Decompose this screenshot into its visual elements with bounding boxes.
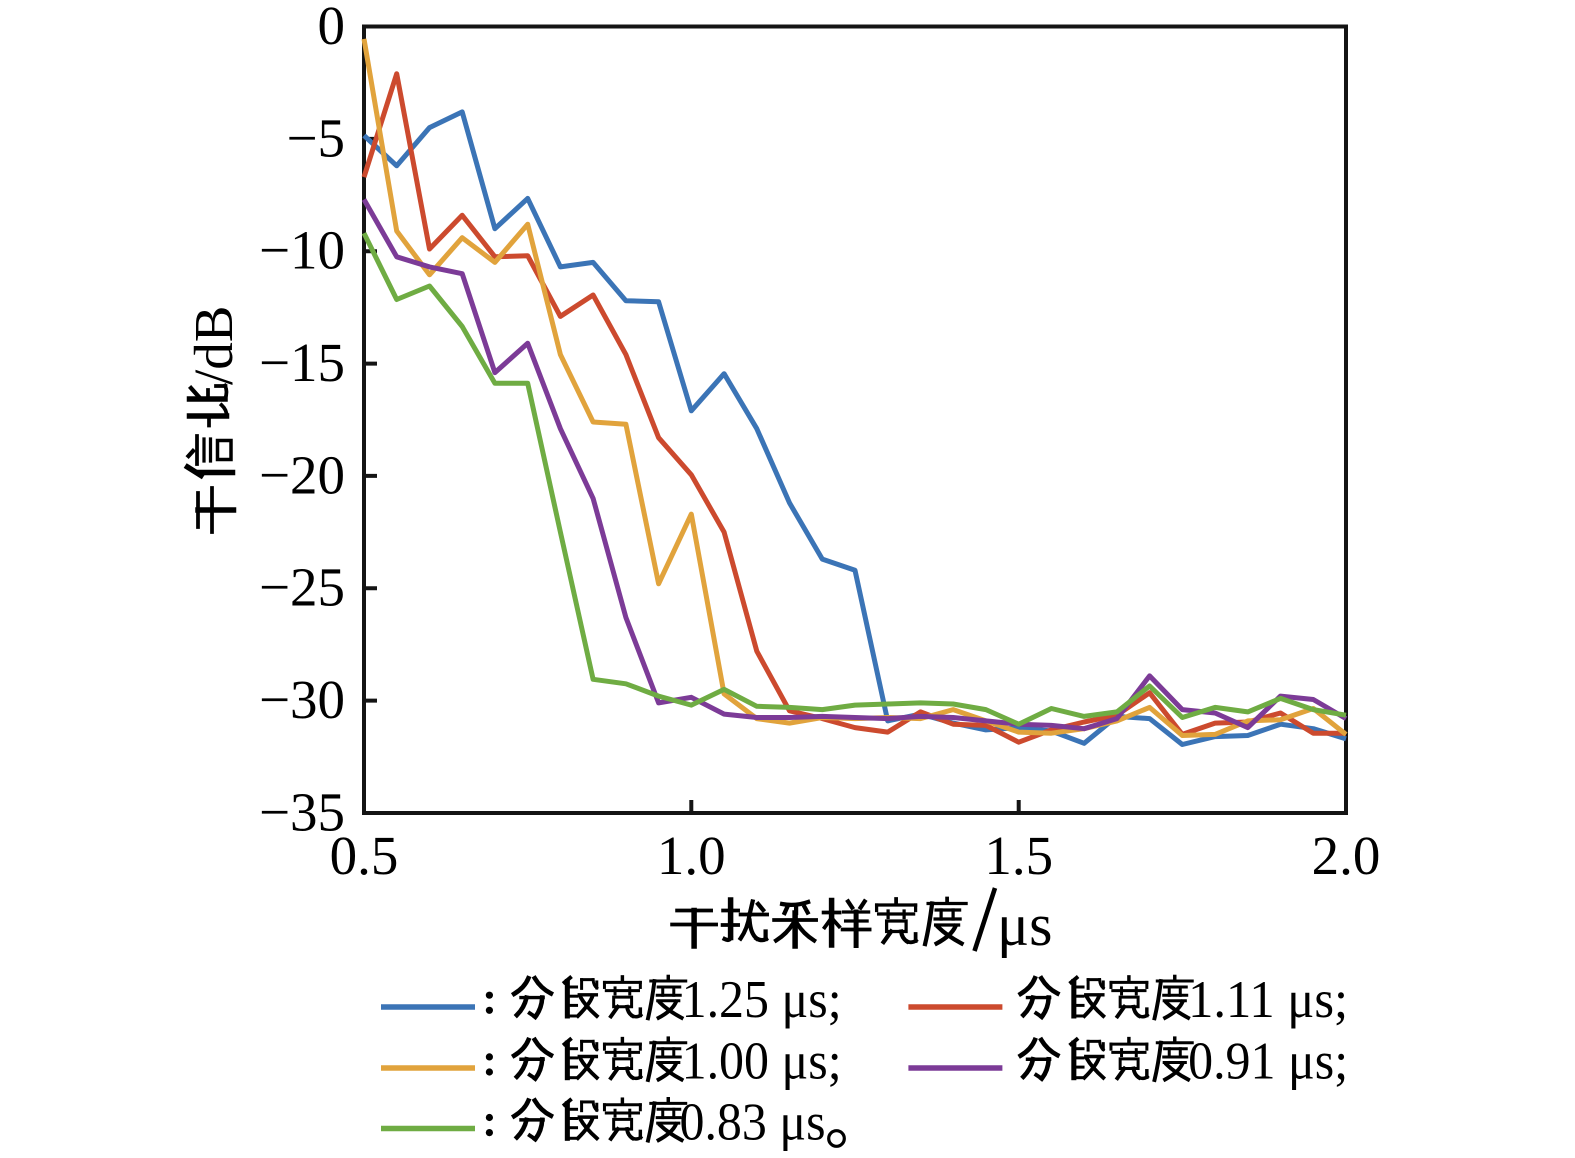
svg-text:−30: −30 bbox=[259, 669, 345, 730]
svg-text:−20: −20 bbox=[259, 444, 345, 505]
svg-text:/dB: /dB bbox=[183, 306, 244, 385]
svg-text:−5: −5 bbox=[286, 107, 345, 168]
svg-text:1.0: 1.0 bbox=[657, 825, 726, 886]
svg-text:1.25 μs;: 1.25 μs; bbox=[682, 971, 842, 1029]
svg-text:1.5: 1.5 bbox=[984, 825, 1053, 886]
svg-text:0: 0 bbox=[318, 0, 346, 56]
svg-text:−25: −25 bbox=[259, 557, 345, 618]
svg-text:μs: μs bbox=[997, 892, 1053, 958]
svg-text:1.00 μs;: 1.00 μs; bbox=[682, 1033, 842, 1091]
svg-text:1.11 μs;: 1.11 μs; bbox=[1188, 971, 1348, 1029]
svg-text:−35: −35 bbox=[259, 782, 345, 843]
svg-text:−15: −15 bbox=[259, 332, 345, 393]
svg-text:0.83 μs: 0.83 μs bbox=[680, 1093, 826, 1151]
svg-text:−10: −10 bbox=[259, 220, 345, 281]
svg-text:2.0: 2.0 bbox=[1312, 825, 1381, 886]
svg-text:0.91 μs;: 0.91 μs; bbox=[1188, 1033, 1348, 1091]
svg-text:0.5: 0.5 bbox=[330, 825, 399, 886]
